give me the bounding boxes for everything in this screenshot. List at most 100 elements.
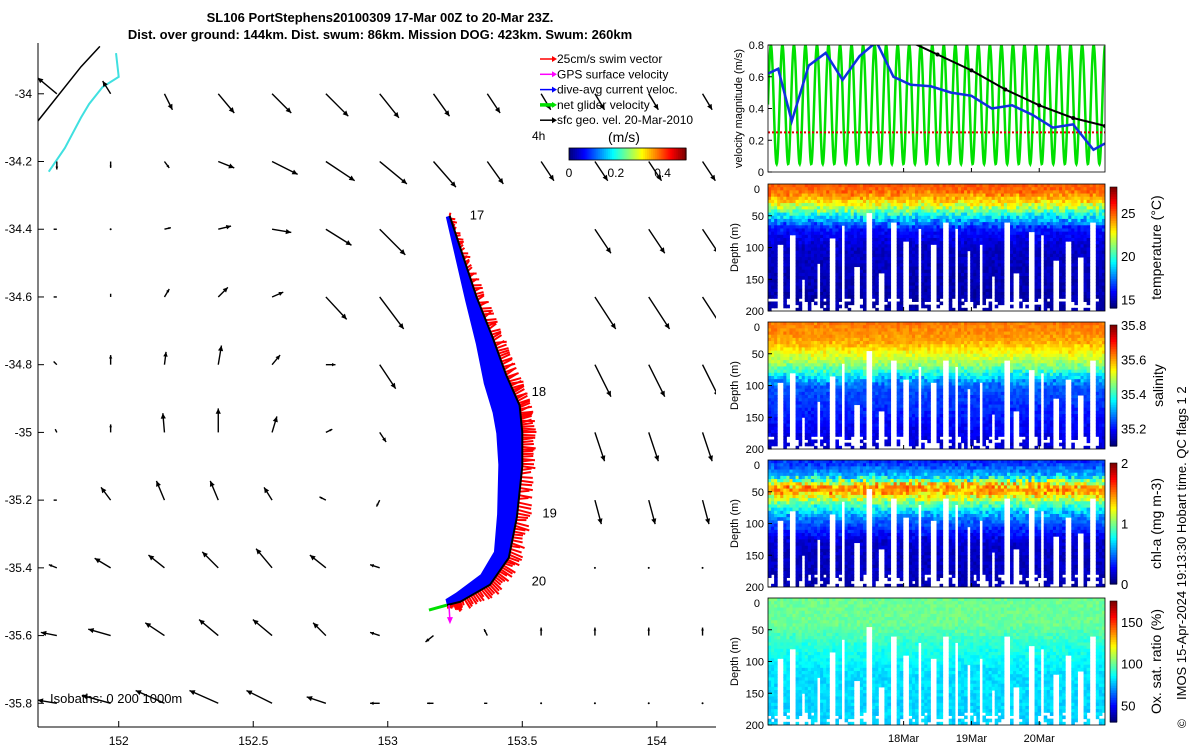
- section-cell: [807, 341, 812, 345]
- section-cell: [1068, 193, 1072, 198]
- section-cell: [786, 429, 790, 434]
- section-cell: [829, 209, 833, 214]
- section-cell: [771, 228, 775, 233]
- section-cell: [1074, 282, 1078, 287]
- section-cell: [1095, 215, 1100, 220]
- section-cell: [985, 276, 990, 280]
- section-cell: [844, 279, 849, 283]
- section-cell: [1019, 272, 1023, 277]
- section-cell: [899, 203, 904, 207]
- section-cell: [768, 417, 772, 421]
- section-cell: [872, 260, 876, 264]
- section-cell: [804, 218, 809, 223]
- section-cell: [807, 206, 812, 210]
- coastline-line: [47, 53, 120, 173]
- section-cell: [807, 439, 812, 444]
- section-cell: [844, 199, 849, 204]
- section-cell: [896, 266, 901, 271]
- section-cell: [801, 209, 806, 214]
- section-cell: [801, 237, 806, 242]
- section-cell: [853, 247, 858, 252]
- section-cell: [807, 196, 812, 201]
- section-cell: [786, 190, 790, 195]
- section-colorbar-cell: [1110, 266, 1117, 270]
- section-cell: [985, 241, 990, 245]
- section-cell: [991, 218, 996, 223]
- section-cell: [823, 328, 827, 333]
- section-cell: [1022, 250, 1026, 255]
- section-cell: [875, 253, 879, 258]
- section-cell: [780, 215, 784, 220]
- section-cell: [961, 212, 965, 217]
- section-cell: [807, 353, 812, 358]
- section-cell: [798, 203, 803, 207]
- section-cell: [982, 225, 987, 229]
- section-cell: [786, 212, 790, 217]
- section-cell: [1062, 253, 1066, 258]
- section-cell: [939, 253, 944, 258]
- section-cell: [844, 272, 849, 277]
- section-cell: [939, 203, 944, 207]
- section-cell: [1022, 215, 1026, 220]
- section-cell: [1049, 231, 1054, 236]
- section-cell: [1049, 263, 1054, 268]
- map-colorbar-cell: [637, 148, 640, 160]
- section-cell: [1013, 234, 1017, 239]
- section-cell: [881, 196, 885, 201]
- section-cell: [1046, 288, 1051, 293]
- section-cell: [780, 366, 784, 371]
- section-cell: [982, 193, 987, 198]
- section-cell: [985, 260, 990, 264]
- section-cell: [976, 206, 980, 210]
- section-cell: [988, 288, 993, 293]
- swim-vector: [487, 585, 496, 595]
- section-cell: [774, 222, 778, 226]
- section-cell: [813, 379, 818, 383]
- section-colorbar-label: temperature (°C): [1148, 195, 1164, 299]
- section-cell: [826, 203, 830, 207]
- section-cell: [976, 285, 980, 290]
- section-cell: [875, 282, 879, 287]
- section-cell: [1022, 203, 1026, 207]
- section-cell: [789, 187, 794, 191]
- section-cell: [807, 187, 812, 191]
- section-cell: [1059, 187, 1063, 191]
- section-cell: [911, 295, 916, 299]
- section-cell: [847, 401, 852, 406]
- section-cell: [924, 253, 928, 258]
- section-cell: [1006, 199, 1011, 204]
- section-cell: [1034, 250, 1039, 255]
- section-cell: [985, 247, 990, 252]
- section-cell: [957, 187, 962, 191]
- section-cell: [783, 234, 787, 239]
- section-cell: [807, 344, 812, 348]
- section-cell: [896, 282, 901, 287]
- section-cell: [1016, 228, 1020, 233]
- section-cell: [982, 228, 987, 233]
- section-cell: [826, 328, 830, 333]
- section-cell: [991, 250, 996, 255]
- section-cell: [1022, 193, 1026, 198]
- section-cell: [829, 334, 833, 339]
- section-cell: [844, 410, 849, 415]
- section-cell: [838, 363, 843, 367]
- section-cell: [792, 212, 797, 217]
- section-cell: [957, 215, 962, 220]
- section-cell: [915, 228, 919, 233]
- section-cell: [927, 234, 931, 239]
- section-cell: [1074, 187, 1078, 191]
- section-cell: [813, 218, 818, 223]
- section-cell: [801, 337, 806, 342]
- section-cell: [771, 225, 775, 229]
- section-cell: [936, 228, 941, 233]
- section-cell: [1068, 209, 1072, 214]
- section-cell: [810, 331, 815, 336]
- section-cell: [961, 190, 965, 195]
- section-cell: [1037, 276, 1042, 280]
- section-cell: [985, 291, 990, 296]
- section-cell: [810, 206, 815, 210]
- section-cell: [1080, 193, 1085, 198]
- section-cell: [927, 263, 931, 268]
- section-cell: [1062, 206, 1066, 210]
